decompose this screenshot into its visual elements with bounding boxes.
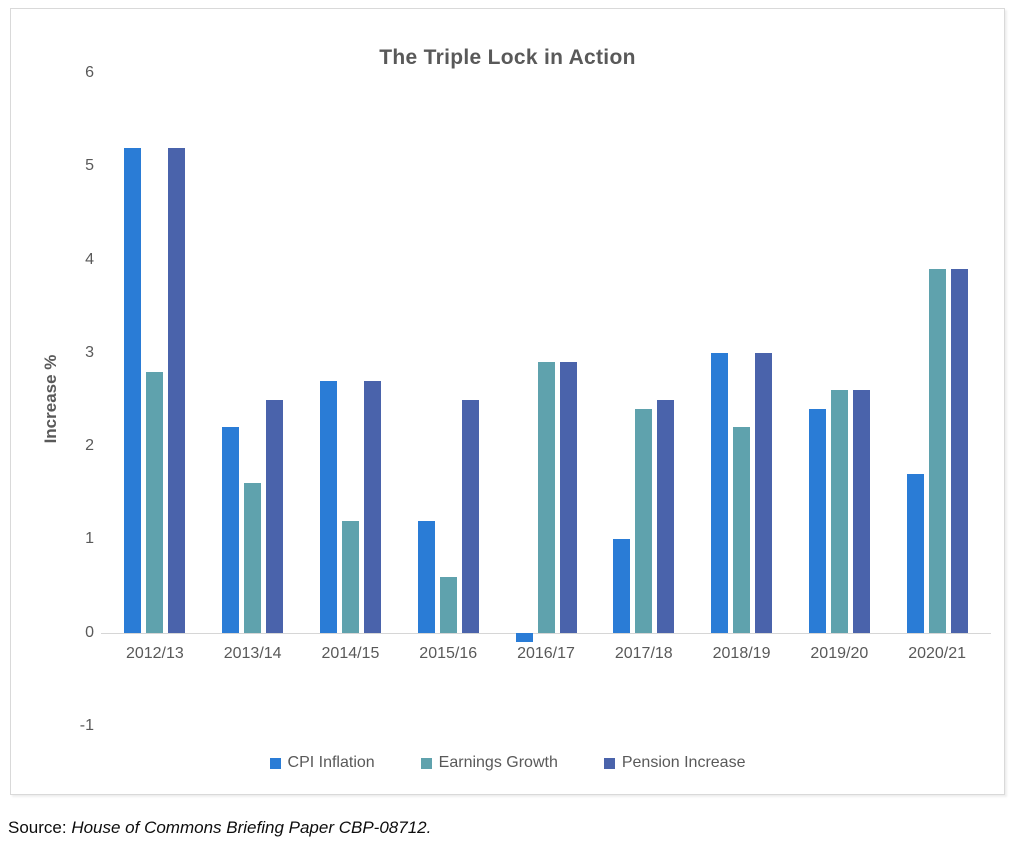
bar-group-2017-18 (613, 73, 675, 726)
x-category-label: 2012/13 (125, 644, 184, 662)
bar-cpi-inflation (222, 427, 240, 633)
legend-item-cpi-inflation: CPI Inflation (269, 754, 375, 772)
bar-earnings-growth (635, 408, 653, 633)
bar-group-2013-14 (222, 73, 284, 726)
bar-pension-increase (168, 147, 186, 633)
legend-item-earnings-growth: Earnings Growth (420, 754, 558, 772)
bar-earnings-growth (928, 268, 946, 633)
x-category-label: 2016/17 (517, 644, 575, 662)
bar-group-2014-15 (319, 73, 381, 726)
bar-cpi-inflation (808, 408, 826, 633)
x-category-label: 2015/16 (419, 644, 478, 662)
bar-earnings-growth (537, 362, 555, 633)
bar-earnings-growth (341, 520, 359, 633)
bar-cpi-inflation (711, 352, 729, 633)
bar-group-2012-13 (124, 73, 186, 726)
y-tick-label: 5 (85, 157, 94, 175)
y-tick-label: 4 (85, 250, 94, 268)
x-axis-line (101, 632, 991, 634)
x-category-label: 2014/15 (321, 644, 380, 662)
legend-item-pension-increase: Pension Increase (603, 754, 746, 772)
y-tick-label: -1 (79, 717, 94, 734)
y-tick-label: 1 (85, 530, 94, 548)
y-tick-label: 0 (85, 623, 94, 641)
bar-group-2018-19 (711, 73, 773, 726)
bar-pension-increase (657, 399, 675, 633)
bar-cpi-inflation (613, 539, 631, 633)
bar-cpi-inflation (906, 474, 924, 633)
bar-earnings-growth (733, 427, 751, 633)
legend-label: Earnings Growth (438, 754, 558, 771)
bar-pension-increase (461, 399, 479, 633)
legend-label: Pension Increase (621, 754, 746, 771)
bar-cpi-inflation (417, 520, 435, 633)
bar-earnings-growth (439, 576, 457, 633)
bar-pension-increase (852, 390, 870, 633)
source-prefix: Source: (8, 818, 72, 837)
x-category-label: 2018/19 (712, 644, 771, 662)
plot-area: 6 5 4 3 2 1 0 -1 2012/13 2013/14 2014/15 2015/16 201… (80, 64, 991, 734)
legend-swatch-icon (420, 757, 432, 769)
x-category-label: 2020/21 (908, 644, 967, 662)
bar-pension-increase (950, 268, 968, 633)
source-citation: House of Commons Briefing Paper CBP-0871… (71, 818, 432, 837)
bar-group-2016-17 (515, 73, 577, 726)
bar-pension-increase (363, 380, 381, 633)
y-tick-label: 3 (85, 343, 94, 361)
legend-swatch-icon (269, 757, 281, 769)
bar-earnings-growth (244, 483, 262, 633)
bar-pension-increase (755, 352, 773, 633)
bar-cpi-inflation (319, 380, 337, 633)
bar-pension-increase (266, 399, 284, 633)
bar-pension-increase (559, 362, 577, 633)
y-tick-label: 6 (85, 64, 94, 81)
x-category-label: 2019/20 (810, 644, 869, 662)
x-category-label: 2013/14 (223, 644, 282, 662)
chart-title: The Triple Lock in Action (379, 46, 636, 69)
chart-legend: CPI Inflation Earnings Growth Pension Incr… (11, 754, 1004, 772)
x-category-label: 2017/18 (614, 644, 673, 662)
bar-group-2020-21 (906, 73, 968, 726)
bar-earnings-growth (146, 371, 164, 633)
bar-group-2019-20 (808, 73, 870, 726)
y-tick-label: 2 (85, 437, 94, 455)
bar-group-2015-16 (417, 73, 479, 726)
legend-label: CPI Inflation (287, 754, 375, 771)
bar-cpi-inflation (124, 147, 142, 633)
source-note: Source: House of Commons Briefing Paper … (8, 818, 431, 838)
bar-cpi-inflation (515, 632, 533, 643)
bar-earnings-growth (830, 390, 848, 633)
legend-swatch-icon (603, 757, 615, 769)
